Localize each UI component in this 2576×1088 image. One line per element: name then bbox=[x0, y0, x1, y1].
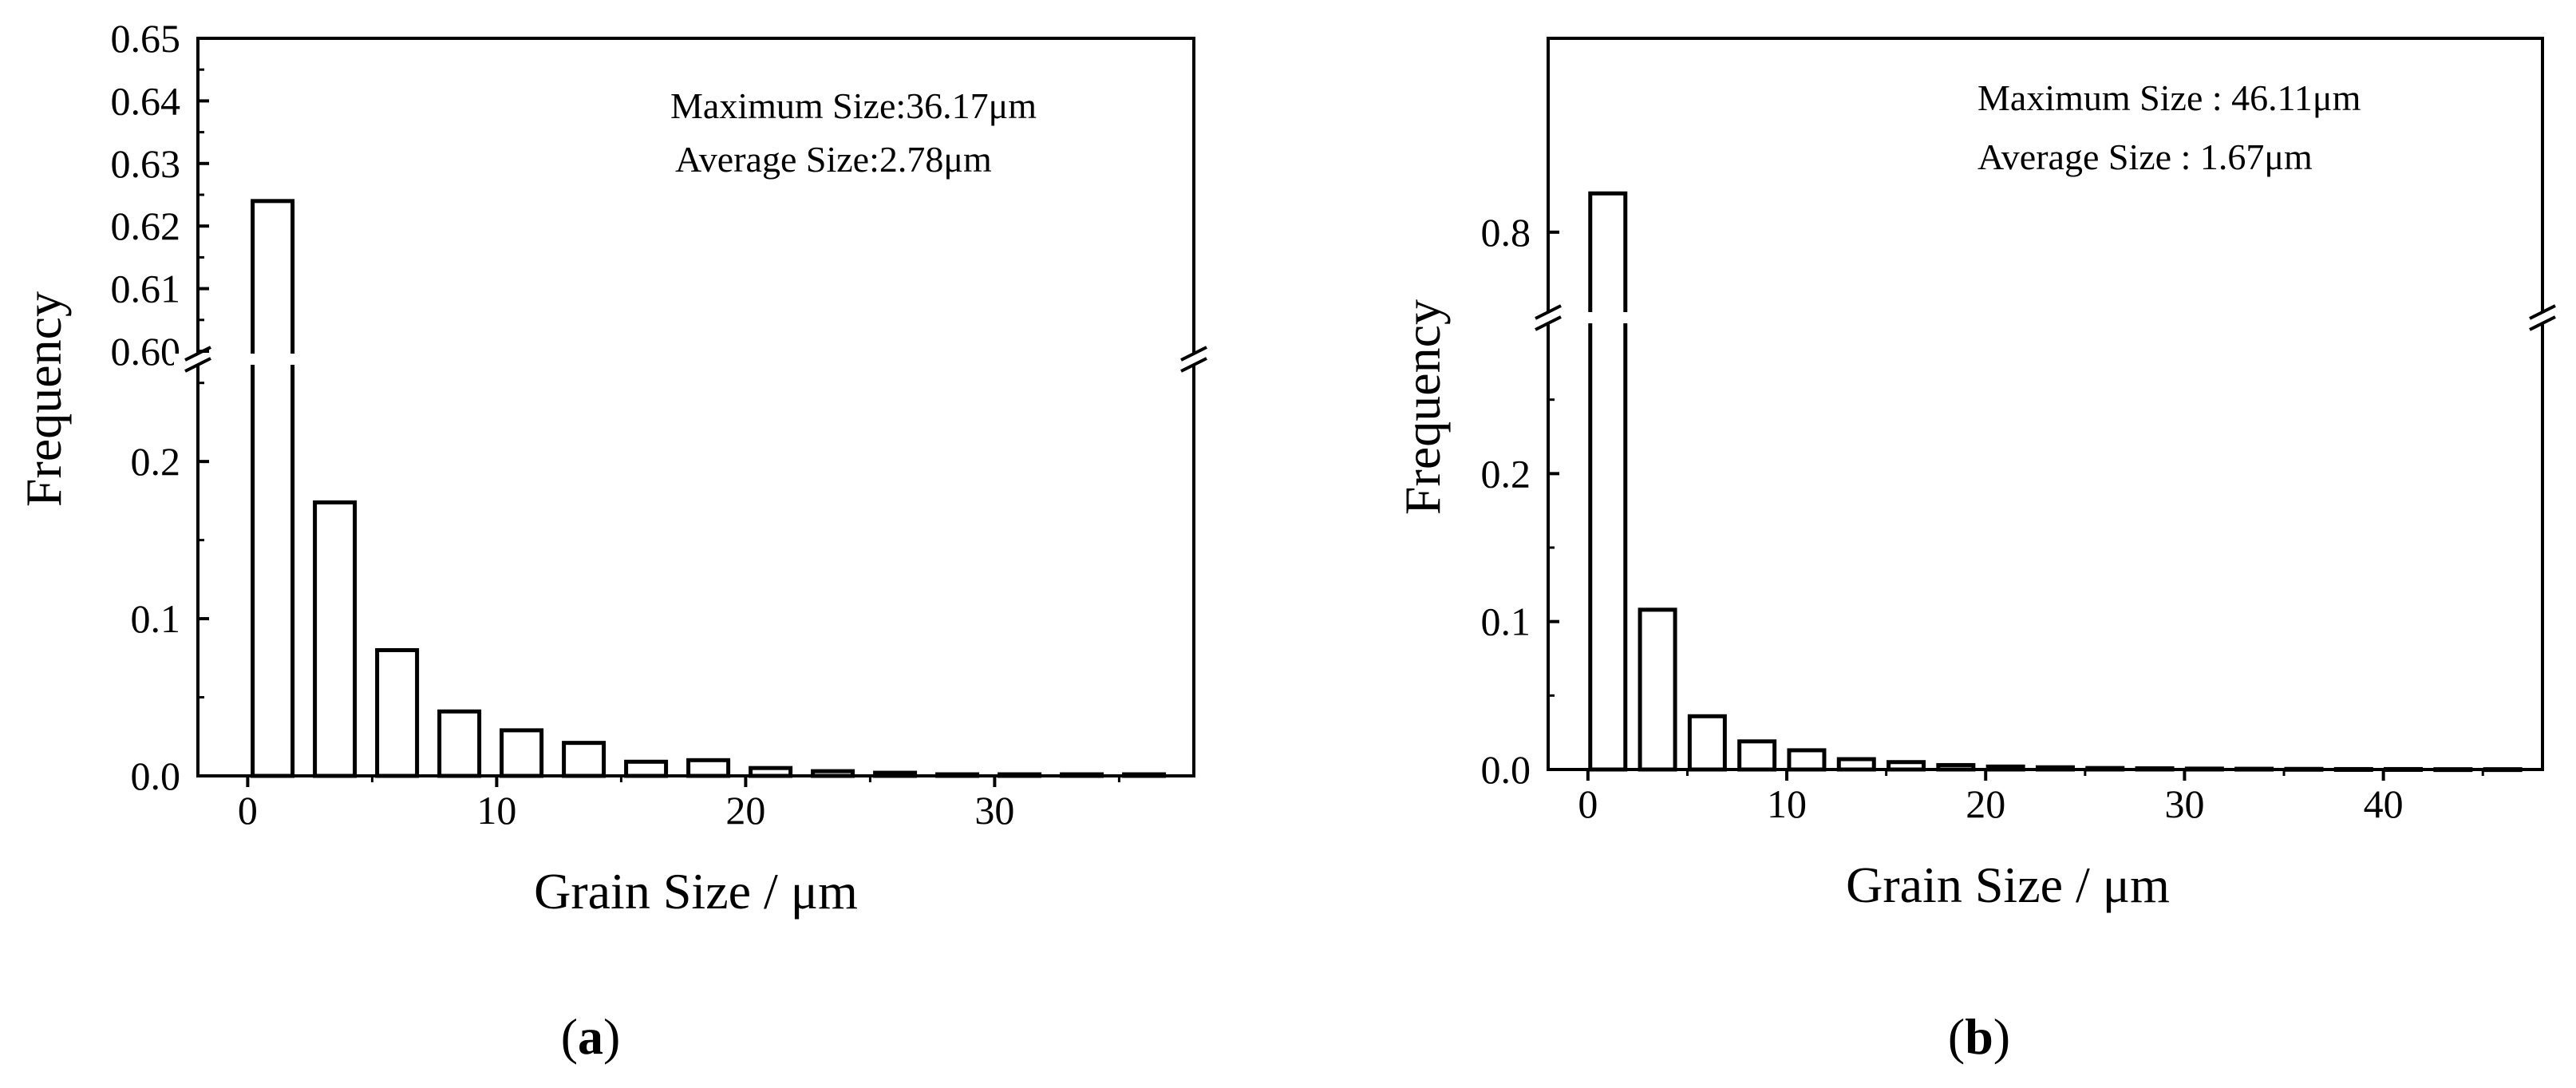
histogram-bar bbox=[500, 728, 544, 778]
y-axis-title: Frequency bbox=[15, 291, 72, 507]
histogram-bar bbox=[313, 500, 358, 778]
axis-break-slash bbox=[1180, 346, 1207, 362]
y-tick-label: 0.8 bbox=[1481, 210, 1531, 255]
annotation-average-size: Average Size:2.78μm bbox=[675, 139, 992, 180]
y-tick-label: 0.65 bbox=[111, 16, 181, 61]
histogram-bar bbox=[562, 741, 606, 778]
histogram-bar bbox=[375, 647, 420, 778]
x-tick-label: 0 bbox=[1578, 781, 1598, 826]
y-axis-ticks: 0.0 0.1 0.2 0.8 bbox=[1481, 210, 1559, 792]
axis-break-slash bbox=[1535, 304, 1562, 320]
y-tick-label: 0.0 bbox=[131, 754, 181, 798]
histogram-bar bbox=[686, 758, 731, 778]
axis-break-slash bbox=[1180, 357, 1207, 373]
x-tick-label: 0 bbox=[238, 788, 258, 833]
axis-break-slash bbox=[184, 346, 211, 362]
x-axis-ticks: 0 10 20 30 40 bbox=[1578, 770, 2484, 826]
axes-frame bbox=[1547, 37, 2544, 771]
y-tick-label: 0.63 bbox=[111, 141, 181, 186]
y-tick-label: 0.61 bbox=[111, 267, 181, 311]
x-tick-label: 40 bbox=[2364, 781, 2404, 826]
x-tick-label: 20 bbox=[725, 788, 765, 833]
y-axis-ticks: 0.0 0.1 0.2 0.60 0.61 0.62 0.63 0.64 0.65 bbox=[111, 16, 209, 798]
x-axis-ticks: 0 10 20 30 bbox=[238, 776, 1120, 833]
plot-frame bbox=[196, 37, 1195, 777]
y-tick-label: 0.2 bbox=[1481, 451, 1531, 496]
annotation-average-size: Average Size : 1.67μm bbox=[1977, 136, 2313, 177]
axes-frame bbox=[196, 37, 1195, 777]
chart-panel-b: 0.0 0.1 0.2 0.8 0 10 20 30 40 Maximum Size : 46… bbox=[1394, 37, 2566, 1065]
histogram-bar bbox=[624, 759, 669, 778]
y-tick-label: 0.2 bbox=[131, 439, 181, 484]
x-tick-label: 30 bbox=[2164, 781, 2204, 826]
y-tick-label: 0.60 bbox=[111, 329, 181, 374]
y-axis-title: Frequency bbox=[1394, 299, 1451, 515]
plot-frame bbox=[1547, 37, 2544, 771]
y-tick-label: 0.1 bbox=[131, 596, 181, 641]
panel-label-a-letter: a bbox=[578, 1008, 603, 1065]
panel-label-b: (b) bbox=[1948, 1008, 2010, 1065]
panel-label-a: (a) bbox=[561, 1008, 621, 1065]
x-tick-label: 30 bbox=[974, 788, 1014, 833]
histogram-bar bbox=[437, 709, 482, 778]
annotation-max-size: Maximum Size : 46.11μm bbox=[1977, 77, 2361, 118]
x-tick-label: 20 bbox=[1966, 781, 2005, 826]
axis-break-marks bbox=[1524, 304, 2566, 331]
y-tick-label: 0.62 bbox=[111, 204, 181, 248]
bar-group bbox=[1588, 191, 2523, 773]
y-tick-label: 0.64 bbox=[111, 78, 181, 123]
x-tick-label: 10 bbox=[476, 788, 516, 833]
annotation-max-size: Maximum Size:36.17μm bbox=[670, 85, 1037, 126]
chart-panel-a: 0.0 0.1 0.2 0.60 0.61 0.62 0.63 0.64 0.65 0 10 20 3… bbox=[15, 16, 1218, 1065]
axis-break-marks bbox=[174, 346, 1218, 373]
histogram-bar bbox=[1687, 714, 1727, 772]
histogram-bar bbox=[1638, 607, 1677, 772]
y-tick-label: 0.0 bbox=[1481, 747, 1531, 792]
axis-break-gap bbox=[174, 354, 1218, 365]
axis-break-slash bbox=[184, 357, 211, 373]
axis-break-gap bbox=[1524, 312, 2566, 323]
bar-group bbox=[251, 199, 1167, 778]
histogram-bar bbox=[1588, 191, 1628, 772]
x-axis-title: Grain Size / μm bbox=[1846, 857, 2170, 913]
y-tick-label: 0.1 bbox=[1481, 599, 1531, 644]
x-axis-title: Grain Size / μm bbox=[534, 863, 858, 920]
histogram-bar bbox=[251, 199, 295, 778]
axis-break-slash bbox=[2529, 315, 2556, 331]
axis-break-slash bbox=[1535, 315, 1562, 331]
axis-break-slash bbox=[2529, 304, 2556, 320]
histogram-bar bbox=[1737, 739, 1777, 772]
panel-label-b-letter: b bbox=[1965, 1008, 1993, 1065]
histogram-bar bbox=[1787, 748, 1827, 772]
x-tick-label: 10 bbox=[1767, 781, 1807, 826]
